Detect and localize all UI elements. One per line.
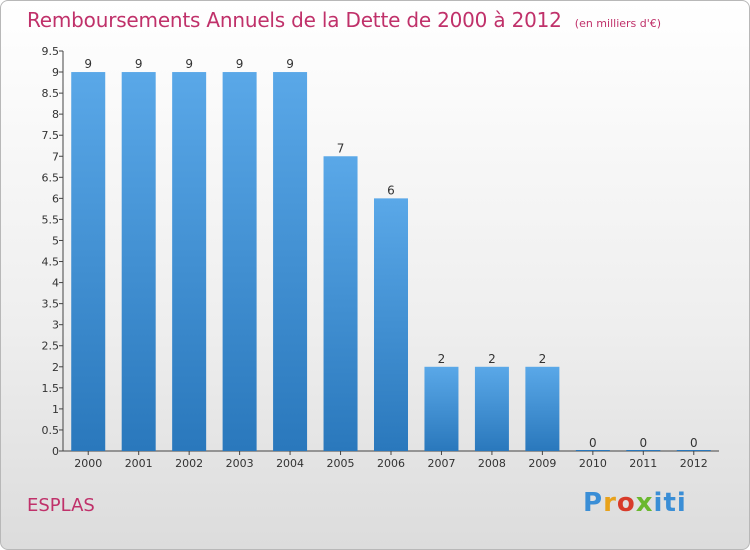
chart-title: Remboursements Annuels de la Dette de 20… — [27, 8, 661, 32]
x-tick-label-2010: 2010 — [579, 457, 607, 470]
bar-2004 — [273, 72, 308, 451]
commune-name: ESPLAS — [27, 495, 95, 516]
data-label-2008: 2 — [488, 352, 496, 366]
y-tick-label: 1 — [52, 403, 59, 416]
bar-2003 — [222, 72, 257, 451]
y-tick-label: 7.5 — [42, 129, 60, 142]
data-labels: 9 9 9 9 9 7 6 2 2 2 0 0 0 — [84, 57, 697, 450]
proxiti-logo[interactable]: Proxiti — [583, 488, 687, 518]
x-ticks: 2000 2001 2002 2003 2004 2005 2006 2007 2008 2009… — [74, 451, 708, 470]
y-tick-label: 5 — [52, 234, 59, 247]
y-tick-label: 8 — [52, 108, 59, 121]
bar-2006 — [374, 198, 408, 451]
x-tick-label-2012: 2012 — [680, 457, 708, 470]
bar-2005 — [323, 156, 358, 451]
data-label-2010: 0 — [589, 436, 597, 450]
y-tick-label: 9 — [52, 66, 59, 79]
y-tick-label: 6 — [52, 192, 59, 205]
data-label-2005: 7 — [337, 141, 345, 155]
data-label-2012: 0 — [690, 436, 698, 450]
x-tick-label-2002: 2002 — [175, 457, 203, 470]
x-tick-label-2004: 2004 — [276, 457, 304, 470]
bar-2001 — [121, 72, 156, 451]
bar-2010 — [575, 450, 610, 451]
bar-2002 — [172, 72, 207, 451]
data-label-2011: 0 — [639, 436, 647, 450]
data-label-2003: 9 — [236, 57, 244, 71]
x-tick-label-2006: 2006 — [377, 457, 405, 470]
x-tick-label-2005: 2005 — [327, 457, 355, 470]
data-label-2001: 9 — [135, 57, 143, 71]
x-tick-label-2007: 2007 — [427, 457, 455, 470]
bar-2009 — [525, 366, 560, 451]
x-tick-label-2009: 2009 — [528, 457, 556, 470]
data-label-2009: 2 — [539, 352, 547, 366]
y-tick-label: 4 — [52, 277, 59, 290]
x-tick-label-2000: 2000 — [74, 457, 102, 470]
y-tick-label: 2.5 — [42, 340, 60, 353]
bar-2008 — [474, 366, 509, 451]
y-tick-label: 2 — [52, 361, 59, 374]
y-tick-label: 3.5 — [42, 298, 60, 311]
x-tick-label-2008: 2008 — [478, 457, 506, 470]
x-tick-label-2011: 2011 — [629, 457, 657, 470]
data-label-2007: 2 — [438, 352, 446, 366]
title-unit: (en milliers d'€) — [574, 17, 662, 30]
data-label-2002: 9 — [185, 57, 193, 71]
y-tick-label: 0.5 — [42, 424, 60, 437]
y-tick-label: 3 — [52, 319, 59, 332]
y-tick-label: 9.5 — [42, 45, 60, 58]
data-label-2004: 9 — [286, 57, 294, 71]
y-tick-label: 7 — [52, 150, 59, 163]
bar-2000 — [71, 72, 106, 451]
bar-2011 — [626, 450, 661, 451]
y-tick-label: 6.5 — [42, 171, 60, 184]
data-label-2000: 9 — [84, 57, 92, 71]
y-ticks: 0 0.5 1 1.5 2 2.5 3 3.5 4 4.5 5 5.5 6 6.5 7 7.5 8 8.5 9 9.5 — [42, 45, 63, 458]
y-tick-label: 1.5 — [42, 382, 60, 395]
title-main: Remboursements Annuels de la Dette de 20… — [27, 8, 562, 32]
y-tick-label: 8.5 — [42, 87, 60, 100]
y-tick-label: 0 — [52, 445, 59, 458]
x-tick-label-2003: 2003 — [226, 457, 254, 470]
bar-2007 — [424, 366, 459, 451]
x-tick-label-2001: 2001 — [125, 457, 153, 470]
data-label-2006: 6 — [387, 183, 395, 197]
y-tick-label: 4.5 — [42, 256, 60, 269]
bars — [71, 72, 711, 451]
y-tick-label: 5.5 — [42, 213, 60, 226]
bar-2012 — [676, 450, 711, 451]
